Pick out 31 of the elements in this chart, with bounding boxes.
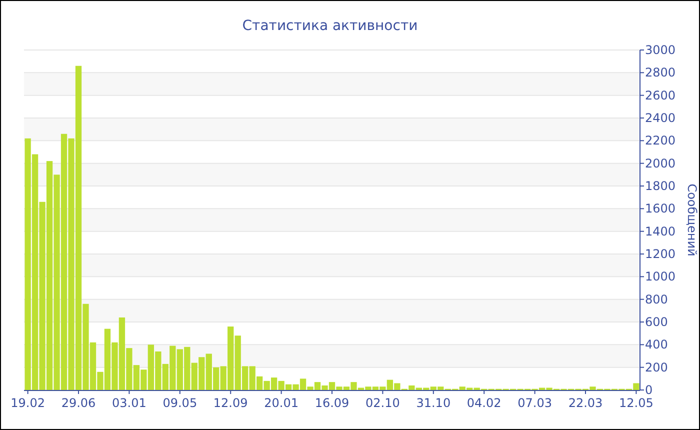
x-tick-label: 31.10 bbox=[416, 396, 451, 410]
y-tick-label: 400 bbox=[645, 338, 668, 352]
x-tick-label: 19.02 bbox=[10, 396, 45, 410]
y-tick-label: 2400 bbox=[645, 111, 676, 125]
y-tick-label: 1600 bbox=[645, 202, 676, 216]
y-tick-label: 0 bbox=[645, 383, 653, 397]
x-tick-label: 12.09 bbox=[213, 396, 248, 410]
y-tick-label: 1400 bbox=[645, 224, 676, 238]
y-tick-label: 2000 bbox=[645, 156, 676, 170]
y-tick-label: 200 bbox=[645, 360, 668, 374]
y-tick-label: 3000 bbox=[645, 43, 676, 57]
y-tick-label: 2800 bbox=[645, 66, 676, 80]
x-tick-label: 02.10 bbox=[366, 396, 400, 410]
y-tick-label: 800 bbox=[645, 292, 668, 306]
y-axis-title: Сообщений bbox=[685, 184, 699, 256]
x-tick-label: 12.05 bbox=[619, 396, 654, 410]
x-tick-label: 04.02 bbox=[466, 396, 502, 410]
x-tick-label: 03.01 bbox=[112, 396, 146, 410]
y-tick-label: 1200 bbox=[645, 247, 676, 261]
x-tick-label: 20.01 bbox=[264, 396, 298, 410]
y-tick-label: 2200 bbox=[645, 134, 676, 148]
y-tick-label: 600 bbox=[645, 315, 668, 329]
y-tick-label: 1000 bbox=[645, 270, 676, 284]
y-tick-label: 2600 bbox=[645, 88, 676, 102]
x-tick-label: 09.05 bbox=[162, 396, 198, 410]
x-tick-label: 16.09 bbox=[314, 396, 350, 410]
x-tick-label: 29.06 bbox=[61, 396, 96, 410]
chart-title: Статистика активности bbox=[242, 18, 418, 34]
x-tick-label: 07.03 bbox=[518, 396, 552, 410]
y-tick-label: 1800 bbox=[645, 179, 676, 193]
x-tick-label: 22.03 bbox=[568, 396, 603, 410]
